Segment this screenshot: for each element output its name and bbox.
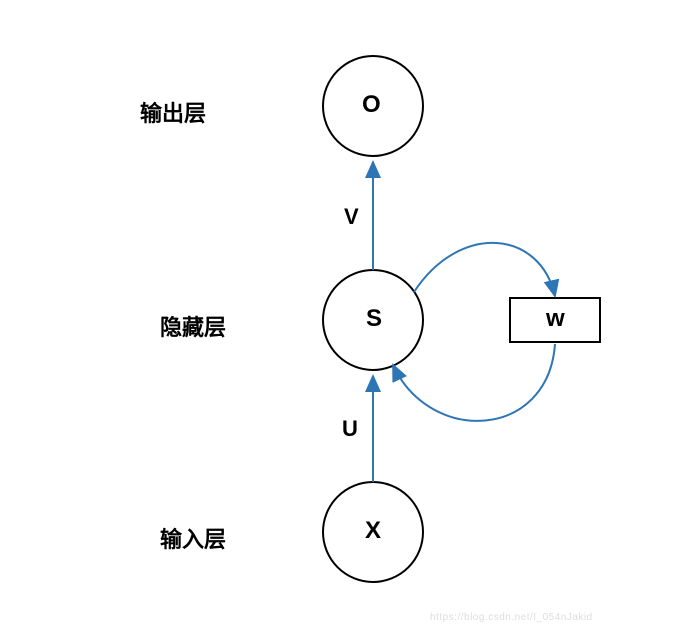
edge-v-label: V <box>344 204 359 230</box>
diagram-container: 输出层 隐藏层 输入层 O S X w V U https://blog.csd… <box>0 0 688 634</box>
edge-w-bottom <box>393 344 555 421</box>
output-layer-label: 输出层 <box>140 96 206 128</box>
hidden-layer-label: 隐藏层 <box>160 310 226 342</box>
input-layer-label: 输入层 <box>160 522 226 554</box>
node-o-label: O <box>362 91 381 119</box>
node-w-label: w <box>546 305 565 333</box>
edge-w-top <box>414 243 555 296</box>
watermark-text: https://blog.csdn.net/I_054nJakid <box>430 612 593 623</box>
edge-u-label: U <box>342 416 358 442</box>
node-s-label: S <box>366 305 382 333</box>
diagram-svg <box>0 0 688 634</box>
node-x-label: X <box>365 517 381 545</box>
